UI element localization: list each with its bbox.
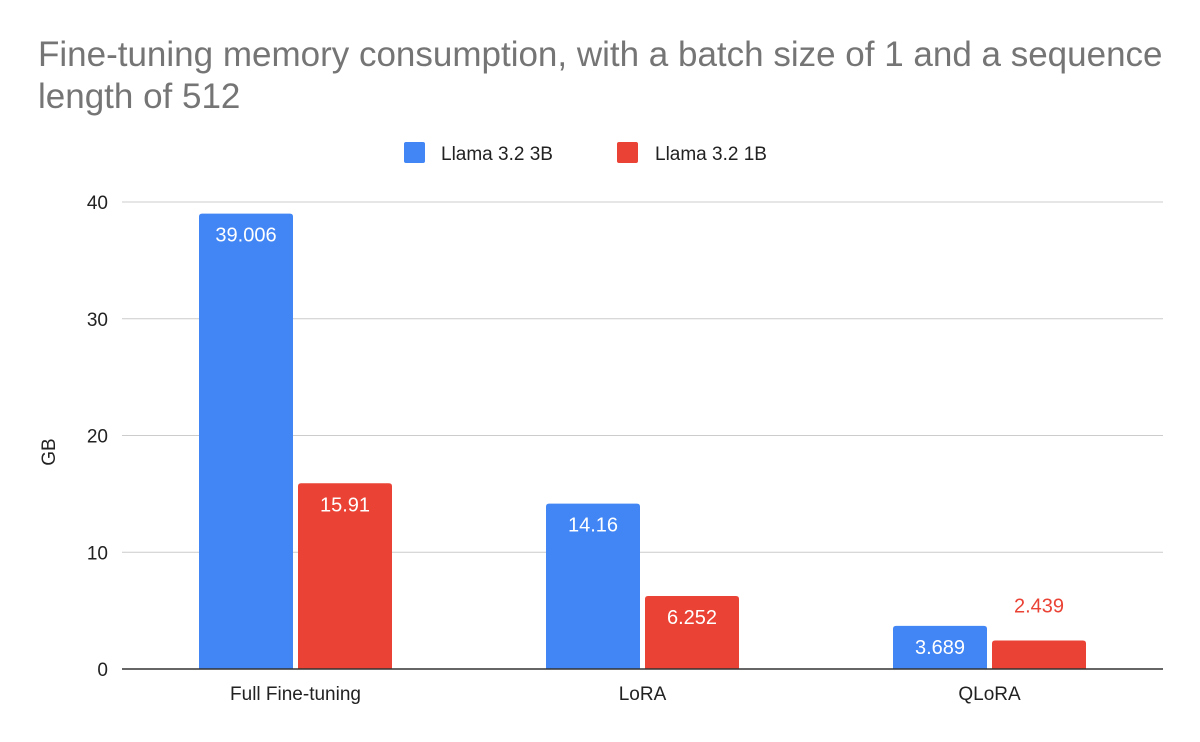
data-label: 14.16	[568, 515, 618, 537]
bar	[199, 213, 293, 669]
y-tick-label: 20	[87, 427, 108, 448]
chart-title: Fine-tuning memory consumption, with a b…	[38, 35, 1163, 116]
legend-swatch-llama-3b	[404, 142, 425, 163]
x-tick-label: QLoRA	[958, 684, 1021, 705]
data-label: 3.689	[915, 637, 965, 659]
y-axis-title: GB	[39, 438, 60, 465]
legend-label-llama-3b: Llama 3.2 3B	[441, 144, 553, 165]
gridlines	[122, 201, 1163, 553]
bar	[645, 596, 739, 669]
bar	[893, 625, 987, 669]
bars: 39.006 15.91 14.16 6.252 3.689 2.439	[199, 213, 1086, 669]
data-label: 15.91	[320, 494, 370, 516]
bar	[992, 640, 1086, 669]
data-label: 2.439	[1014, 596, 1064, 618]
y-tick-label: 10	[87, 543, 108, 564]
legend: Llama 3.2 3B Llama 3.2 1B	[404, 142, 767, 165]
data-label: 39.006	[215, 225, 276, 247]
y-tick-label: 0	[97, 660, 108, 681]
legend-swatch-llama-1b	[617, 142, 638, 163]
x-tick-label: Full Fine-tuning	[230, 684, 361, 705]
y-tick-label: 30	[87, 310, 108, 331]
legend-label-llama-1b: Llama 3.2 1B	[655, 144, 767, 165]
y-axis-ticks: 0 10 20 30 40	[87, 193, 108, 681]
x-axis-ticks: Full Fine-tuning LoRA QLoRA	[230, 684, 1021, 705]
bar	[298, 483, 392, 669]
data-label: 6.252	[667, 607, 717, 629]
x-tick-label: LoRA	[619, 684, 667, 705]
bar	[546, 503, 640, 669]
y-tick-label: 40	[87, 193, 108, 214]
